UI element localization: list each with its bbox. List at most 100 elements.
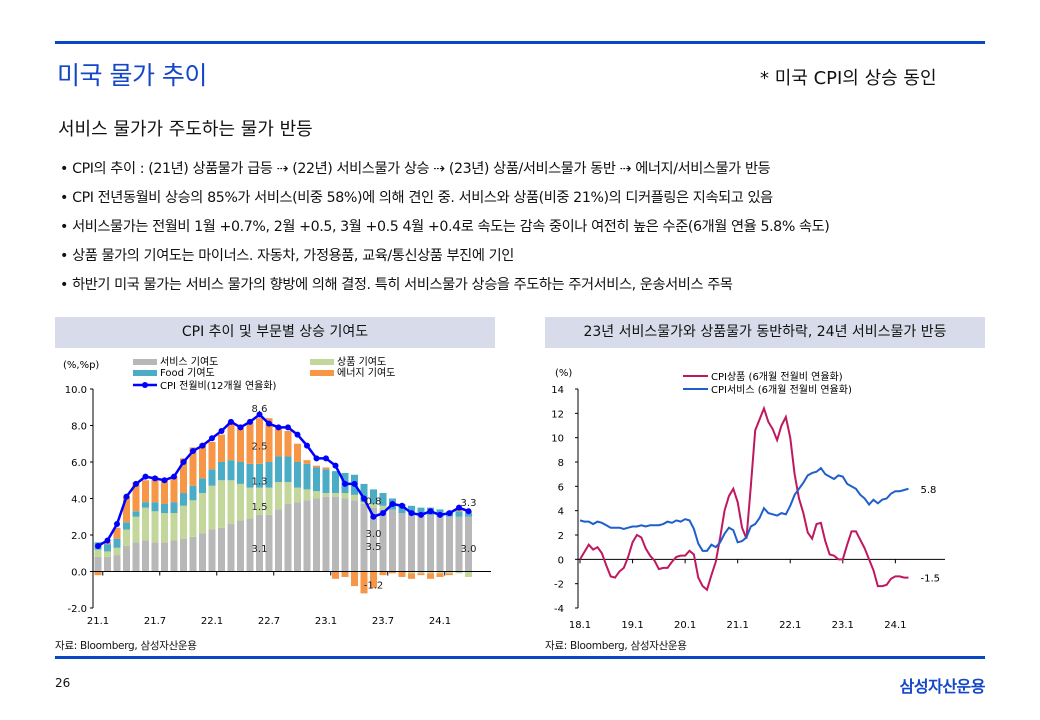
bar-food <box>294 462 301 488</box>
x-tick-label: 18.1 <box>569 620 591 631</box>
bar-energy <box>332 571 339 579</box>
cpi-point <box>323 455 329 462</box>
bar-energy <box>427 573 434 579</box>
cpi-point <box>237 424 244 431</box>
bar-services <box>370 507 377 572</box>
bullet-3: • 서비스물가는 전월비 1월 +0.7%, 2월 +0.5, 3월 +0.5 … <box>60 219 830 235</box>
bar-goods <box>446 571 453 574</box>
cpi-point <box>123 493 130 500</box>
y-tick-label: 4 <box>558 507 564 518</box>
data-label: 3.5 <box>366 542 382 553</box>
y-tick-label: 4.0 <box>71 495 87 506</box>
bar-services <box>237 520 244 572</box>
data-label: 8.6 <box>252 404 268 415</box>
bullet-1: • CPI의 추이 : (21년) 상품물가 급등 ⇢ (22년) 서비스물가 … <box>60 161 771 177</box>
cpi-point <box>266 420 272 427</box>
bar-energy <box>398 571 406 577</box>
bar-energy <box>161 480 168 504</box>
bar-food <box>379 493 387 506</box>
bar-energy <box>189 447 197 486</box>
bar-food <box>246 463 254 488</box>
bar-goods <box>123 529 130 546</box>
cpi-point <box>313 455 320 462</box>
left-source: 자료: Bloomberg, 삼성자산운용 <box>55 640 197 652</box>
bar-energy <box>208 441 216 470</box>
page-subtitle: 서비스 물가가 주도하는 물가 반등 <box>58 119 313 140</box>
bar-energy <box>351 571 358 587</box>
x-tick-label: 24.1 <box>884 620 906 631</box>
top-rule <box>55 41 985 44</box>
bar-energy <box>113 527 121 539</box>
cpi-point <box>95 542 101 549</box>
bar-goods <box>322 493 330 497</box>
left-chart-title: CPI 추이 및 부문별 상승 기여도 <box>55 317 495 348</box>
bar-goods <box>170 513 178 541</box>
bar-food <box>199 478 206 494</box>
bar-goods <box>341 493 349 499</box>
cpi-point <box>342 480 348 487</box>
bar-food <box>104 544 111 552</box>
legend-label: 상품 기여도 <box>337 356 386 368</box>
x-tick-label: 23.1 <box>315 616 337 627</box>
bar-services <box>417 514 425 572</box>
x-tick-label: 21.7 <box>144 616 166 627</box>
cpi-point <box>351 480 358 487</box>
bar-energy <box>389 571 396 574</box>
bar-services <box>427 514 434 572</box>
bar-goods <box>294 487 301 503</box>
cpi-line <box>97 412 469 548</box>
bar-services <box>151 542 159 572</box>
y-tick-label: 6 <box>558 482 564 493</box>
bar-food <box>227 460 235 481</box>
bar-food <box>265 462 273 488</box>
bar-services <box>256 514 263 572</box>
bar-energy <box>275 427 282 457</box>
cpi-point <box>275 424 282 431</box>
bar-services <box>189 536 197 572</box>
y-tick-label: 14 <box>551 385 564 396</box>
bar-energy <box>199 443 206 479</box>
bar-energy <box>322 467 330 470</box>
bar-food <box>408 505 415 514</box>
y-tick-label: 8 <box>558 458 564 469</box>
legend-swatch <box>310 370 334 376</box>
y-tick-label: 12 <box>551 409 564 420</box>
cpi-point <box>437 511 443 518</box>
y-tick-label: -4 <box>554 604 564 615</box>
bar-goods <box>246 487 254 519</box>
bar-services <box>446 516 453 572</box>
bar-energy <box>265 418 273 462</box>
company-logo: 삼성자산운용 <box>899 677 986 696</box>
bar-energy <box>246 421 254 464</box>
bar-services <box>455 516 463 572</box>
x-tick-label: 22.7 <box>258 616 280 627</box>
bar-goods <box>113 547 121 556</box>
bar-energy <box>417 573 425 576</box>
bar-energy <box>408 573 415 579</box>
bar-food <box>256 463 263 488</box>
bar-goods <box>218 480 225 528</box>
bar-goods <box>104 551 111 557</box>
bar-food <box>332 471 339 494</box>
y-tick-label: 2 <box>558 531 564 542</box>
bar-food <box>132 511 140 517</box>
legend-label: CPI 전월비(12개월 연율화) <box>160 380 277 392</box>
cpi-point <box>332 462 339 469</box>
bar-food <box>303 463 311 490</box>
bar-services <box>379 509 387 572</box>
x-tick-label: 23.7 <box>372 616 394 627</box>
bar-energy <box>284 430 292 457</box>
y-tick-label: -2.0 <box>67 604 87 615</box>
bar-services <box>180 538 187 572</box>
bar-services <box>332 496 339 572</box>
bar-food <box>161 503 168 514</box>
legend-label: Food 기여도 <box>160 367 215 379</box>
cpi-point <box>180 459 187 465</box>
bar-energy <box>370 571 377 588</box>
x-tick-label: 21.1 <box>87 616 109 627</box>
bar-energy <box>123 496 130 523</box>
unit-label: (%,%p) <box>63 360 99 371</box>
bar-services <box>294 502 301 572</box>
bar-services <box>123 545 130 572</box>
bar-food <box>218 462 225 481</box>
